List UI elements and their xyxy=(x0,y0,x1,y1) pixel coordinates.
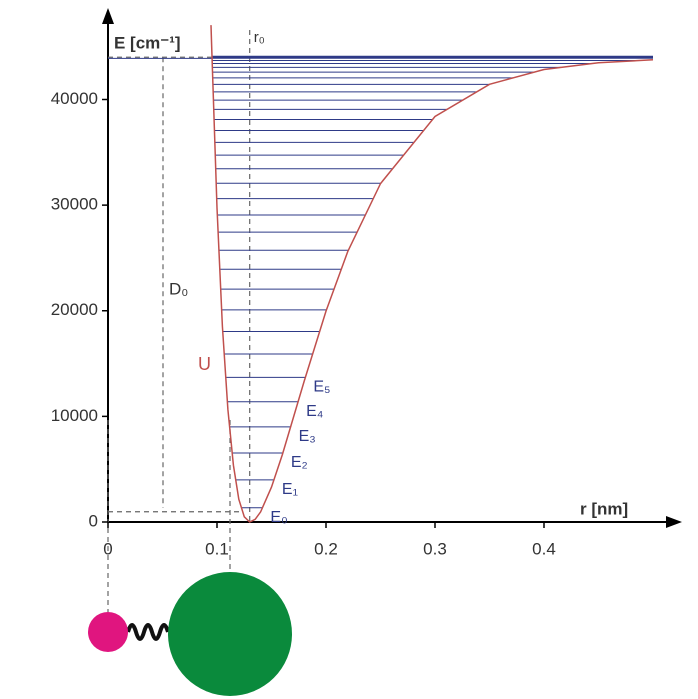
y-tick-label: 30000 xyxy=(51,195,98,214)
y-tick-label: 40000 xyxy=(51,89,98,108)
d0-label: D₀ xyxy=(169,279,188,298)
curve-label: U xyxy=(198,354,211,374)
y-axis-label: E [cm⁻¹] xyxy=(114,33,181,52)
y-arrow xyxy=(102,8,114,24)
y-tick-label: 10000 xyxy=(51,406,98,425)
r0-label: r₀ xyxy=(254,29,265,46)
large-atom xyxy=(168,572,292,696)
molecule xyxy=(88,420,292,696)
level-label: E₃ xyxy=(299,428,316,445)
level-label: E₅ xyxy=(313,379,330,396)
level-label: E₂ xyxy=(291,454,308,471)
axes xyxy=(102,8,682,528)
level-label: E₀ xyxy=(270,509,287,526)
x-tick-label: 0.1 xyxy=(205,539,229,558)
y-tick-label: 0 xyxy=(89,511,98,530)
spring xyxy=(126,623,170,641)
potential-curve xyxy=(210,25,654,523)
x-arrow xyxy=(666,516,682,528)
x-tick-label: 0 xyxy=(103,539,112,558)
x-tick-label: 0.2 xyxy=(314,539,338,558)
x-tick-label: 0.4 xyxy=(532,539,556,558)
level-label: E₄ xyxy=(306,403,323,420)
small-atom xyxy=(88,612,128,652)
x-tick-label: 0.3 xyxy=(423,539,447,558)
x-axis-label: r [nm] xyxy=(580,499,628,518)
y-tick-label: 20000 xyxy=(51,300,98,319)
level-label: E₁ xyxy=(282,481,298,498)
